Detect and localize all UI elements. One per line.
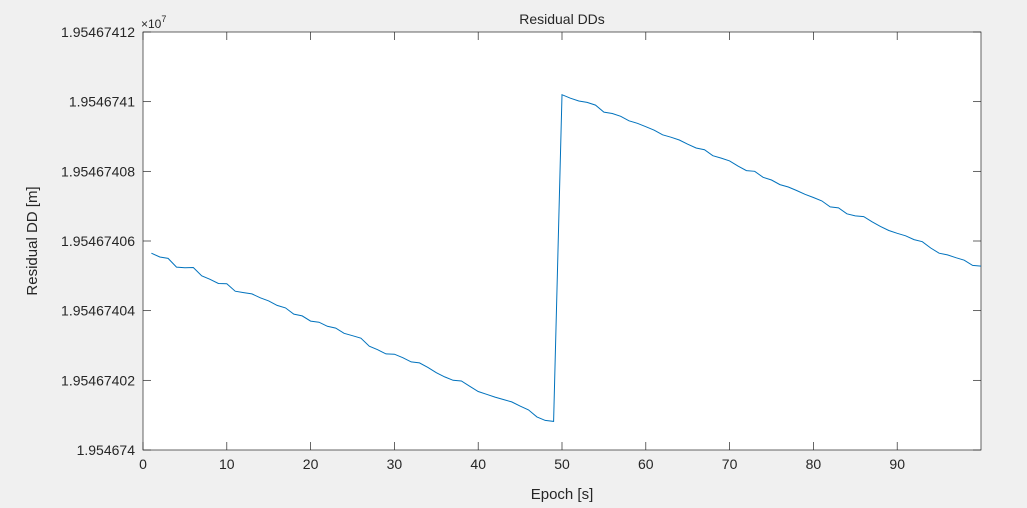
x-tick-label: 30 <box>387 456 403 472</box>
y-axis-ticks: 1.954674 1.95467402 1.95467404 1.95467406 1.… <box>61 24 981 458</box>
y-axis-exponent-power: 7 <box>161 14 166 24</box>
y-tick-label: 1.95467408 <box>61 163 135 179</box>
x-tick-label: 40 <box>470 456 486 472</box>
x-tick-label: 60 <box>638 456 654 472</box>
residual-dd-line <box>151 93 982 422</box>
x-tick-label: 50 <box>554 456 570 472</box>
x-axis-ticks: 0 10 20 30 40 50 60 70 80 90 <box>139 32 905 472</box>
x-tick-label: 0 <box>139 456 147 472</box>
y-tick-label: 1.954674 <box>77 442 136 458</box>
y-tick-label: 1.95467402 <box>61 372 135 388</box>
y-axis-exponent: ×107 <box>141 14 166 31</box>
x-tick-label: 90 <box>889 456 905 472</box>
chart-title: Residual DDs <box>519 11 605 27</box>
x-tick-label: 70 <box>722 456 738 472</box>
y-axis-exponent-base: ×10 <box>141 17 162 31</box>
x-axis-label: Epoch [s] <box>531 486 594 503</box>
y-tick-label: 1.95467406 <box>61 233 135 249</box>
y-axis-label: Residual DD [m] <box>24 186 41 295</box>
y-tick-label: 1.9546741 <box>69 94 135 110</box>
y-tick-label: 1.95467404 <box>61 303 135 319</box>
y-tick-label: 1.95467412 <box>61 24 135 40</box>
x-tick-label: 20 <box>303 456 319 472</box>
x-tick-label: 10 <box>219 456 235 472</box>
x-tick-label: 80 <box>806 456 822 472</box>
